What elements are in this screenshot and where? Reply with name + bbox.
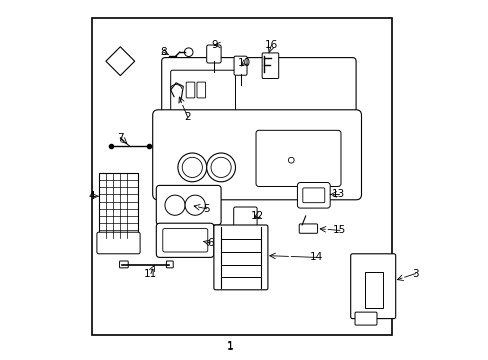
Circle shape [182,157,202,177]
FancyBboxPatch shape [302,188,324,203]
FancyBboxPatch shape [156,223,213,257]
Text: 9: 9 [211,40,218,50]
Bar [99,173,138,238]
FancyBboxPatch shape [152,110,361,200]
FancyBboxPatch shape [299,224,317,233]
Text: 11: 11 [144,269,157,279]
Text: 2: 2 [184,112,190,122]
FancyBboxPatch shape [97,232,140,254]
FancyBboxPatch shape [354,312,376,325]
Circle shape [184,48,193,57]
Text: 7: 7 [117,132,123,143]
FancyBboxPatch shape [233,207,257,227]
Text: 8: 8 [160,47,166,57]
FancyBboxPatch shape [213,225,267,290]
Text: 3: 3 [411,269,418,279]
Text: 16: 16 [264,40,278,50]
Text: 15: 15 [333,225,346,235]
Text: 5: 5 [203,204,209,214]
Text: 1: 1 [226,342,233,352]
FancyBboxPatch shape [206,45,221,63]
Text: 1: 1 [226,341,233,351]
Circle shape [164,195,185,215]
Text: 13: 13 [331,189,345,199]
FancyBboxPatch shape [156,185,221,225]
Circle shape [288,157,294,163]
FancyBboxPatch shape [170,70,235,124]
FancyBboxPatch shape [166,261,173,268]
Text: 6: 6 [206,238,213,248]
Text: 10: 10 [238,58,250,68]
FancyBboxPatch shape [234,56,246,75]
Text: 4: 4 [88,191,95,201]
FancyBboxPatch shape [262,53,278,78]
Circle shape [211,157,231,177]
FancyBboxPatch shape [163,229,207,252]
Circle shape [178,153,206,182]
Bar [91,18,391,335]
FancyBboxPatch shape [297,183,329,208]
Circle shape [185,195,205,215]
FancyBboxPatch shape [256,130,340,186]
Text: 12: 12 [250,211,263,221]
FancyBboxPatch shape [120,261,128,268]
Circle shape [206,153,235,182]
FancyBboxPatch shape [186,82,194,98]
Text: 14: 14 [309,252,323,262]
Bar [365,272,382,308]
FancyBboxPatch shape [162,58,355,133]
FancyBboxPatch shape [350,254,395,319]
FancyBboxPatch shape [197,82,205,98]
Polygon shape [106,47,134,76]
